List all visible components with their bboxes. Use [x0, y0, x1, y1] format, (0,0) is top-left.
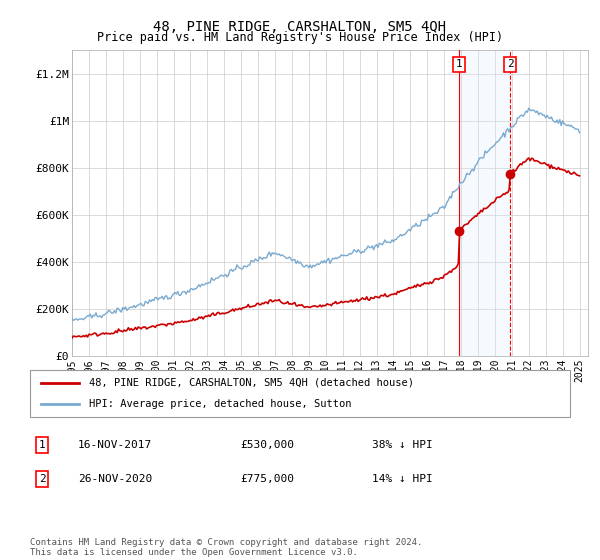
Text: £530,000: £530,000	[240, 440, 294, 450]
Text: 48, PINE RIDGE, CARSHALTON, SM5 4QH: 48, PINE RIDGE, CARSHALTON, SM5 4QH	[154, 20, 446, 34]
FancyBboxPatch shape	[30, 370, 570, 417]
Text: 2: 2	[507, 59, 514, 69]
Text: Contains HM Land Registry data © Crown copyright and database right 2024.
This d: Contains HM Land Registry data © Crown c…	[30, 538, 422, 557]
Text: 48, PINE RIDGE, CARSHALTON, SM5 4QH (detached house): 48, PINE RIDGE, CARSHALTON, SM5 4QH (det…	[89, 378, 415, 388]
Text: 1: 1	[38, 440, 46, 450]
Text: HPI: Average price, detached house, Sutton: HPI: Average price, detached house, Sutt…	[89, 399, 352, 409]
Text: 26-NOV-2020: 26-NOV-2020	[78, 474, 152, 484]
Text: 16-NOV-2017: 16-NOV-2017	[78, 440, 152, 450]
Text: Price paid vs. HM Land Registry's House Price Index (HPI): Price paid vs. HM Land Registry's House …	[97, 31, 503, 44]
Text: 2: 2	[38, 474, 46, 484]
Text: 14% ↓ HPI: 14% ↓ HPI	[372, 474, 433, 484]
Bar	[459, 50, 510, 356]
Text: 1: 1	[456, 59, 463, 69]
Text: £775,000: £775,000	[240, 474, 294, 484]
Text: 38% ↓ HPI: 38% ↓ HPI	[372, 440, 433, 450]
